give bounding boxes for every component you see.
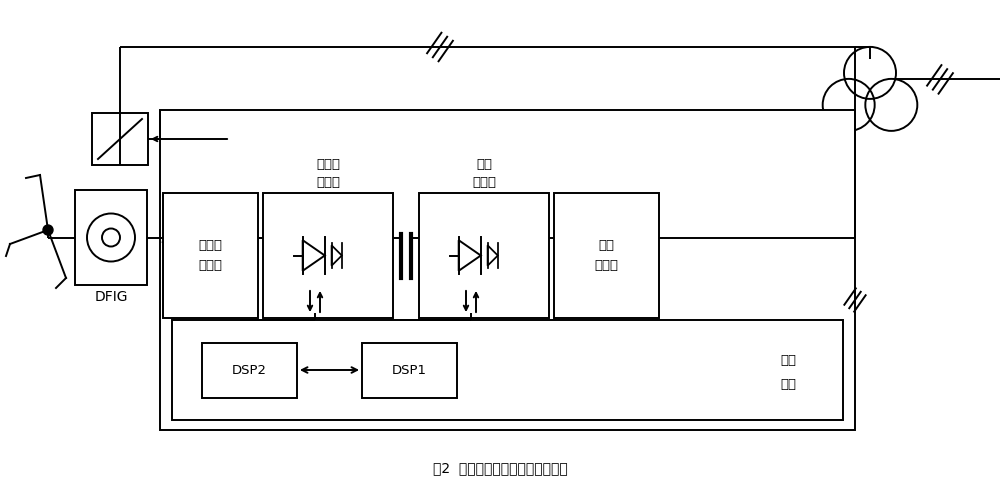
Bar (554, 193, 659, 318)
Text: DSP1: DSP1 (392, 363, 427, 377)
Bar (263, 193, 393, 318)
Bar (202, 343, 297, 397)
Bar (75, 190, 147, 285)
Bar (160, 110, 855, 430)
Bar (92, 113, 148, 165)
Text: 滤波器: 滤波器 (594, 259, 618, 272)
Circle shape (43, 225, 53, 235)
Text: 转子侧: 转子侧 (316, 159, 340, 172)
Text: 滤波器: 滤波器 (198, 259, 222, 272)
Text: 控制: 控制 (780, 353, 796, 366)
Bar (419, 193, 549, 318)
Bar (172, 320, 843, 420)
Text: 系统: 系统 (780, 379, 796, 391)
Text: 转子侧: 转子侧 (198, 239, 222, 252)
Text: DFIG: DFIG (94, 290, 128, 304)
Bar (163, 193, 258, 318)
Text: 变换器: 变换器 (316, 176, 340, 188)
Text: 网侧: 网侧 (476, 159, 492, 172)
Bar (362, 343, 457, 397)
Text: DSP2: DSP2 (232, 363, 267, 377)
Text: 变换器: 变换器 (472, 176, 496, 188)
Text: 网侧: 网侧 (598, 239, 614, 252)
Text: 图2  双馈风电系统实验平台结构图: 图2 双馈风电系统实验平台结构图 (433, 461, 567, 475)
